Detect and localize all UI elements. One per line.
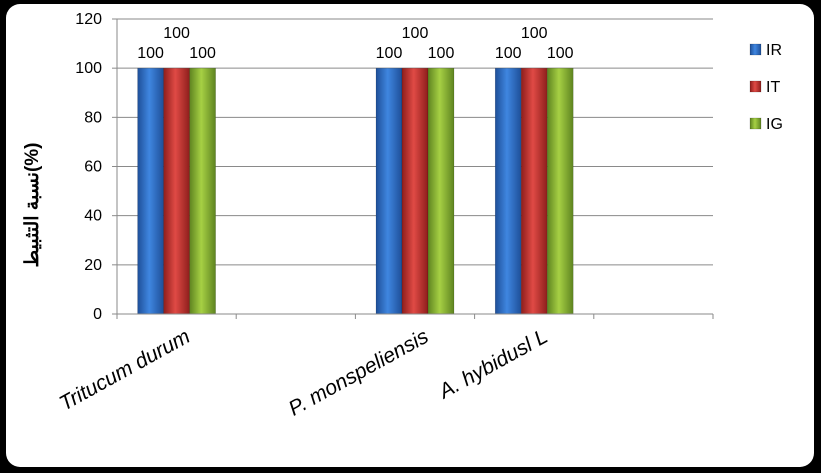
- legend-swatch-ir: [749, 43, 762, 56]
- legend-label-it: IT: [766, 79, 780, 96]
- bar-ig: [189, 67, 216, 315]
- data-label: 100: [376, 45, 403, 62]
- legend-label-ir: IR: [766, 42, 782, 59]
- data-label: 100: [428, 45, 455, 62]
- bar-ir: [137, 67, 164, 315]
- y-tick-label: 100: [75, 60, 102, 77]
- x-category-label: A. hybidusl L: [434, 325, 552, 404]
- bar-it: [401, 67, 429, 315]
- data-label: 100: [189, 45, 216, 62]
- y-tick-label: 60: [84, 159, 102, 176]
- legend: IR IT IG: [749, 42, 783, 133]
- bars: [137, 67, 574, 315]
- data-labels: 100 100 100 100 100 100 100 100 100: [137, 25, 573, 62]
- data-label: 100: [547, 45, 574, 62]
- y-tick-label: 40: [84, 208, 102, 225]
- legend-label-ig: IG: [766, 116, 783, 133]
- bar-it: [163, 67, 190, 315]
- data-label: 100: [137, 45, 164, 62]
- y-tick-label: 80: [84, 109, 102, 126]
- bar-ig: [427, 67, 455, 315]
- bar-it: [520, 67, 548, 315]
- data-label: 100: [521, 25, 548, 42]
- y-axis-title: نسبة التثبيط(%): [22, 142, 43, 267]
- legend-swatch-ig: [749, 117, 762, 130]
- data-label: 100: [402, 25, 429, 42]
- legend-swatch-it: [749, 80, 762, 93]
- bar-ir: [494, 67, 522, 315]
- y-tick-label: 0: [93, 306, 102, 323]
- y-tick-label: 20: [84, 257, 102, 274]
- bar-ir: [375, 67, 403, 315]
- bar-ig: [546, 67, 574, 315]
- data-label: 100: [495, 45, 522, 62]
- y-tick-label: 120: [75, 11, 102, 28]
- x-category-label: Tritucum durum: [56, 325, 194, 416]
- data-label: 100: [163, 25, 190, 42]
- x-category-label: P. monspeliensis: [285, 325, 433, 421]
